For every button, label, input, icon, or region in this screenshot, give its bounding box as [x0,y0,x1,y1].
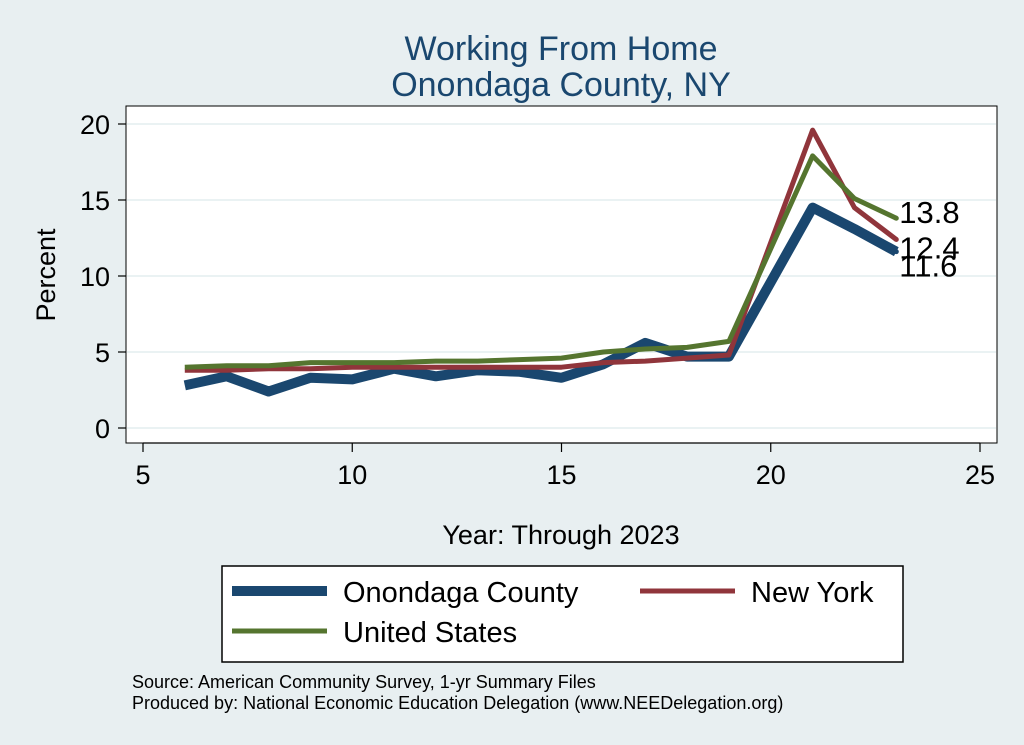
y-tick-label: 15 [80,186,110,216]
end-labels: 13.812.411.6 [899,195,959,283]
end-label: 13.8 [899,195,959,230]
x-tick-label: 20 [756,460,786,490]
series-lines [183,127,899,397]
end-label: 11.6 [899,249,957,284]
y-tick-label: 5 [95,338,110,368]
y-tick-label: 10 [80,262,110,292]
series-endpoint [893,237,899,243]
legend-label: New York [751,577,874,609]
producer-note: Produced by: National Economic Education… [132,693,783,713]
source-note: Source: American Community Survey, 1-yr … [132,672,596,692]
y-tick-label: 20 [80,110,110,140]
x-tick-label: 10 [337,460,367,490]
y-tick-label: 0 [95,414,110,444]
x-axis-label: Year: Through 2023 [442,520,679,550]
series-line-onondaga-county [183,202,899,397]
y-axis-label: Percent [31,228,61,322]
series-endpoint [893,249,899,255]
legend-label: United States [343,617,517,649]
chart-title: Working From Home [405,30,718,68]
series-line-united-states [184,153,898,370]
x-tick-label: 25 [965,460,995,490]
series-endpoint [893,215,899,221]
legend-box [221,565,904,663]
x-tick-label: 15 [546,460,576,490]
legend: Onondaga County New York United States [232,577,874,649]
chart-subtitle: Onondaga County, NY [391,66,731,104]
x-tick-label: 5 [135,460,150,490]
end-label: 12.4 [899,231,959,266]
legend-label: Onondaga County [343,577,579,609]
